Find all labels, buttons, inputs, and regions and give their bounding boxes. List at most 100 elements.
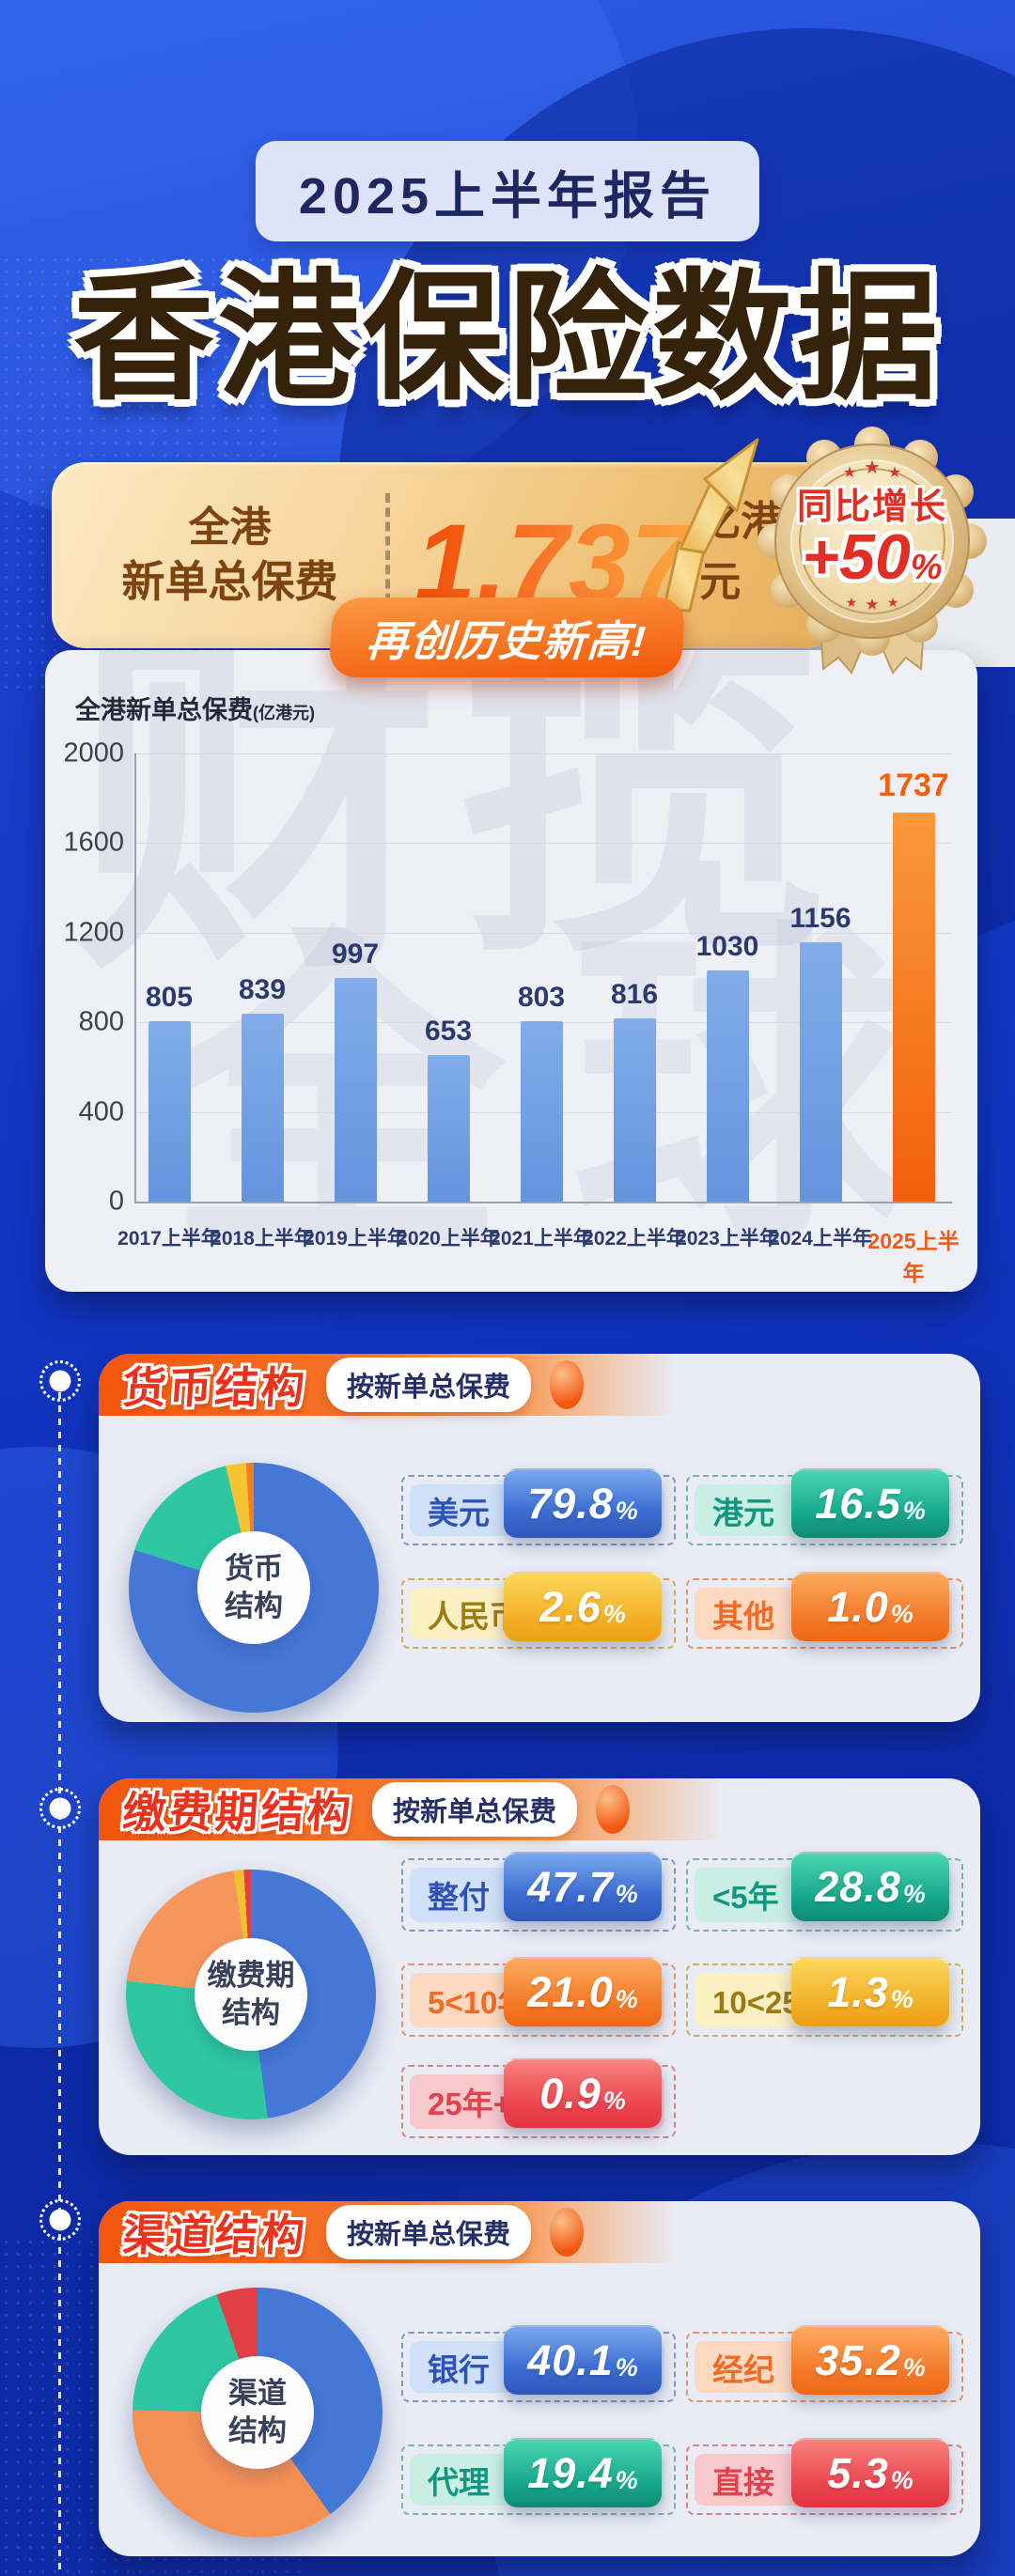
yoy-growth-medal: ★ ★ ★ ★ ★ ★ 同比增长 +50% <box>754 423 991 678</box>
dashed-divider <box>384 493 390 617</box>
chip-badge: 19.4% <box>504 2438 662 2507</box>
chip-value: 0.9 <box>539 2070 601 2118</box>
chip-value: 28.8 <box>815 1863 901 1911</box>
hero-label-line2: 新单总保费 <box>121 556 338 606</box>
y-tick-label: 0 <box>108 1186 124 1217</box>
x-tick-label: 2020上半年 <box>397 1228 500 1249</box>
y-axis-line <box>134 753 136 1202</box>
timeline-dot <box>39 1788 81 1829</box>
chip-percent-sign: % <box>902 1879 926 1908</box>
medal-icon: ★ ★ ★ ★ ★ ★ <box>757 427 987 675</box>
bar-chart-card: 财 揽 全 球 全港新单总保费(亿港元) 0400800120016002000… <box>45 650 977 1292</box>
svg-text:★: ★ <box>865 596 879 613</box>
hero-label: 全港 新单总保费 <box>93 501 367 611</box>
y-tick-label: 800 <box>78 1006 124 1037</box>
chip-percent-sign: % <box>615 1879 638 1908</box>
x-tick-label: 2017上半年 <box>117 1228 221 1249</box>
bar-2017上半年 <box>148 1021 191 1202</box>
bar-value-label: 1737 <box>878 767 949 803</box>
svg-text:★: ★ <box>864 458 881 478</box>
chip-value: 21.0 <box>527 1968 614 2016</box>
section-title: 渠道结构 <box>120 2211 309 2259</box>
chip-badge: 21.0% <box>504 1957 662 2026</box>
section-subtitle-pill: 按新单总保费 <box>372 1782 578 1837</box>
x-tick-label: 2019上半年 <box>304 1228 407 1249</box>
donut-chart: 货币 结构 <box>129 1463 379 1713</box>
x-tick-label: 2018上半年 <box>211 1228 314 1249</box>
chart-title-unit: (亿港元) <box>253 704 315 722</box>
chart-title-text: 全港新单总保费 <box>75 696 253 724</box>
legend-chip-银行: 银行 40.1% <box>401 2325 676 2402</box>
chip-badge: 1.3% <box>791 1957 949 2026</box>
grid-line <box>134 753 952 754</box>
svg-text:★: ★ <box>888 465 901 481</box>
growth-arrow-icon <box>632 425 763 617</box>
donut-chart: 缴费期 结构 <box>126 1870 376 2119</box>
chip-badge: 5.3% <box>791 2438 949 2507</box>
chip-badge: 35.2% <box>791 2325 949 2395</box>
chip-badge: 2.6% <box>504 1572 662 1641</box>
chip-percent-sign: % <box>902 2352 926 2382</box>
bar-2020上半年 <box>427 1055 470 1202</box>
chip-label: 直接 <box>712 2464 774 2500</box>
chip-label: 代理 <box>428 2464 490 2500</box>
chip-label: 其他 <box>712 1598 774 1634</box>
bar-value-label: 803 <box>517 982 566 1014</box>
grid-line <box>134 843 952 845</box>
bar-value-label: 1156 <box>789 903 851 935</box>
chip-value: 5.3 <box>827 2449 889 2497</box>
bar-2024上半年 <box>799 942 842 1202</box>
legend-chip-美元: 美元 79.8% <box>401 1468 676 1545</box>
bar-2023上半年 <box>706 970 749 1202</box>
bar-2019上半年 <box>334 978 377 1202</box>
chip-percent-sign: % <box>902 1496 926 1525</box>
section-header-ribbon: 缴费期结构 按新单总保费 <box>99 1778 725 1840</box>
chip-percent-sign: % <box>615 2352 638 2382</box>
chip-percent-sign: % <box>602 1599 626 1628</box>
medal-value: +50% <box>754 520 991 594</box>
legend-chip-人民币: 人民币 2.6% <box>401 1572 676 1649</box>
section-header-ribbon: 渠道结构 按新单总保费 <box>99 2201 679 2263</box>
chip-badge: 16.5% <box>791 1468 949 1538</box>
chip-value: 1.0 <box>827 1583 889 1631</box>
chip-percent-sign: % <box>890 2465 914 2494</box>
y-tick-label: 400 <box>78 1096 124 1127</box>
chip-value: 16.5 <box>815 1480 901 1528</box>
chip-label: 整付 <box>428 1880 490 1915</box>
x-tick-label: 2021上半年 <box>490 1228 593 1249</box>
bar-2018上半年 <box>241 1013 284 1202</box>
record-high-tagline: 再创历史新高! <box>328 597 686 677</box>
svg-text:★: ★ <box>843 465 856 481</box>
chip-percent-sign: % <box>602 2086 626 2115</box>
y-tick-label: 1600 <box>63 827 124 858</box>
donut-center-label: 货币 结构 <box>197 1531 310 1644</box>
page-title: 香港保险数据 <box>72 258 942 416</box>
bar-2025上半年 <box>892 812 935 1202</box>
chip-badge: 40.1% <box>504 2325 662 2395</box>
x-tick-label: 2022上半年 <box>583 1228 686 1249</box>
medal-caption: 同比增长 <box>796 488 947 527</box>
x-axis-line <box>134 1202 952 1203</box>
chip-percent-sign: % <box>615 1496 638 1525</box>
chip-value: 79.8 <box>527 1480 614 1528</box>
bar-chart-plot: 0 400 800 1200 1600 2000 805 2017上半年 839 2018上半年 9… <box>45 650 977 1292</box>
x-tick-label: 2023上半年 <box>676 1228 779 1249</box>
y-tick-label: 2000 <box>63 737 124 768</box>
legend-chip-5<10年: 5<10年 21.0% <box>401 1957 676 2037</box>
bar-value-label: 839 <box>238 973 287 1005</box>
hero-label-line1: 全港 <box>188 504 272 551</box>
legend-chip-25年+: 25年+ 0.9% <box>401 2058 676 2138</box>
section-header-ribbon: 货币结构 按新单总保费 <box>99 1354 679 1416</box>
bar-2022上半年 <box>613 1018 656 1202</box>
chip-badge: 0.9% <box>504 2058 662 2128</box>
chip-label: 银行 <box>428 2351 490 2387</box>
chip-label: 美元 <box>428 1495 490 1530</box>
legend-chip-直接: 直接 5.3% <box>686 2438 963 2515</box>
section-subtitle-pill: 按新单总保费 <box>326 1358 532 1412</box>
chip-label: 港元 <box>712 1495 774 1530</box>
timeline-dot <box>39 1360 81 1402</box>
medal-percent-sign: % <box>910 548 943 587</box>
medal-value-number: +50 <box>802 521 911 593</box>
chip-badge: 79.8% <box>504 1468 662 1538</box>
